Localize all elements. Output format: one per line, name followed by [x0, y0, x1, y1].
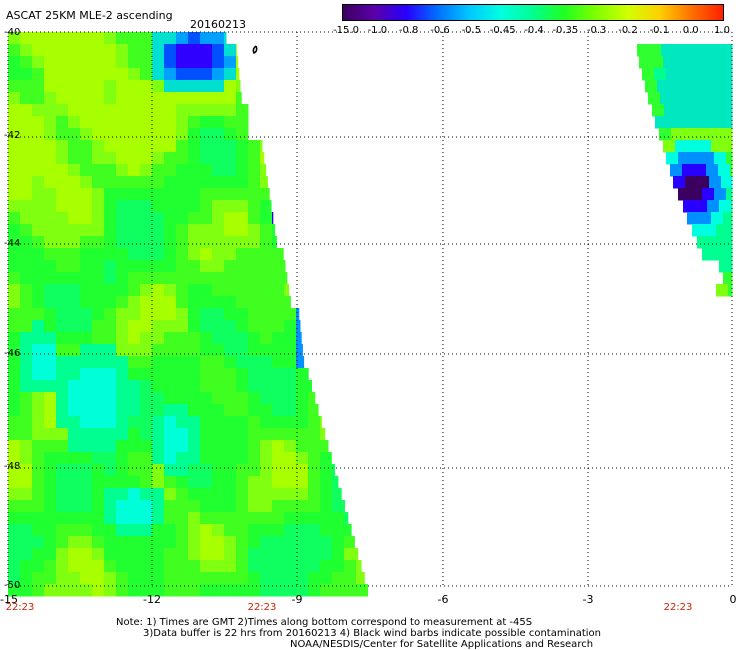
colorbar-tick-label: -0.4 — [524, 25, 544, 36]
colorbar-tick-label: -0.3 — [586, 25, 607, 36]
colorbar-tick-label: -0.35 — [552, 25, 579, 36]
x-tick-label: -9 — [291, 593, 303, 606]
colorbar-tick-label: -1.0 — [367, 25, 388, 36]
map-grid — [7, 31, 733, 587]
x-tick-label: -3 — [582, 593, 594, 606]
x-tick-label: -6 — [437, 593, 449, 606]
x-tick-label: -12 — [143, 593, 161, 606]
y-tick-label: -44 — [4, 238, 21, 249]
time-label: 22:23 — [247, 602, 277, 613]
map-date: 20160213 — [190, 18, 246, 31]
colorbar-tick-label: 1.0 — [714, 25, 730, 36]
note-line-1: Note: 1) Times are GMT 2)Times along bot… — [116, 617, 533, 628]
colorbar-tick-label: 0.0 — [682, 25, 699, 36]
y-tick-label: -48 — [4, 461, 21, 472]
x-tick-label: 0 — [729, 593, 737, 606]
note-line-2: 3)Data buffer is 22 hrs from 20160213 4)… — [143, 628, 601, 639]
swath-west — [8, 32, 369, 597]
y-tick-label: -40 — [4, 27, 21, 38]
colorbar — [342, 4, 724, 21]
colorbar-tick-label: -0.8 — [398, 25, 419, 36]
wind-barb-icon — [252, 45, 258, 55]
colorbar-tick-label: -0.1 — [649, 25, 670, 36]
colorbar-tick-label: -15.0 — [333, 25, 359, 36]
x-tick-label: -15 — [0, 593, 18, 606]
colorbar-tick-label: -0.5 — [461, 25, 482, 36]
note-line-3: NOAA/NESDIS/Center for Satellite Applica… — [290, 639, 594, 650]
time-label: 22:23 — [663, 602, 693, 613]
colorbar-tick-label: -0.45 — [489, 25, 516, 36]
swath-east — [637, 44, 733, 297]
y-tick-label: -46 — [4, 348, 21, 359]
y-tick-label: -50 — [4, 580, 21, 591]
colorbar-tick-label: -0.2 — [618, 25, 638, 36]
map-title: ASCAT 25KM MLE-2 ascending — [6, 9, 173, 22]
colorbar-tick-label: -0.6 — [430, 25, 450, 36]
y-tick-label: -42 — [4, 130, 21, 141]
time-label: 22:23 — [5, 602, 35, 613]
